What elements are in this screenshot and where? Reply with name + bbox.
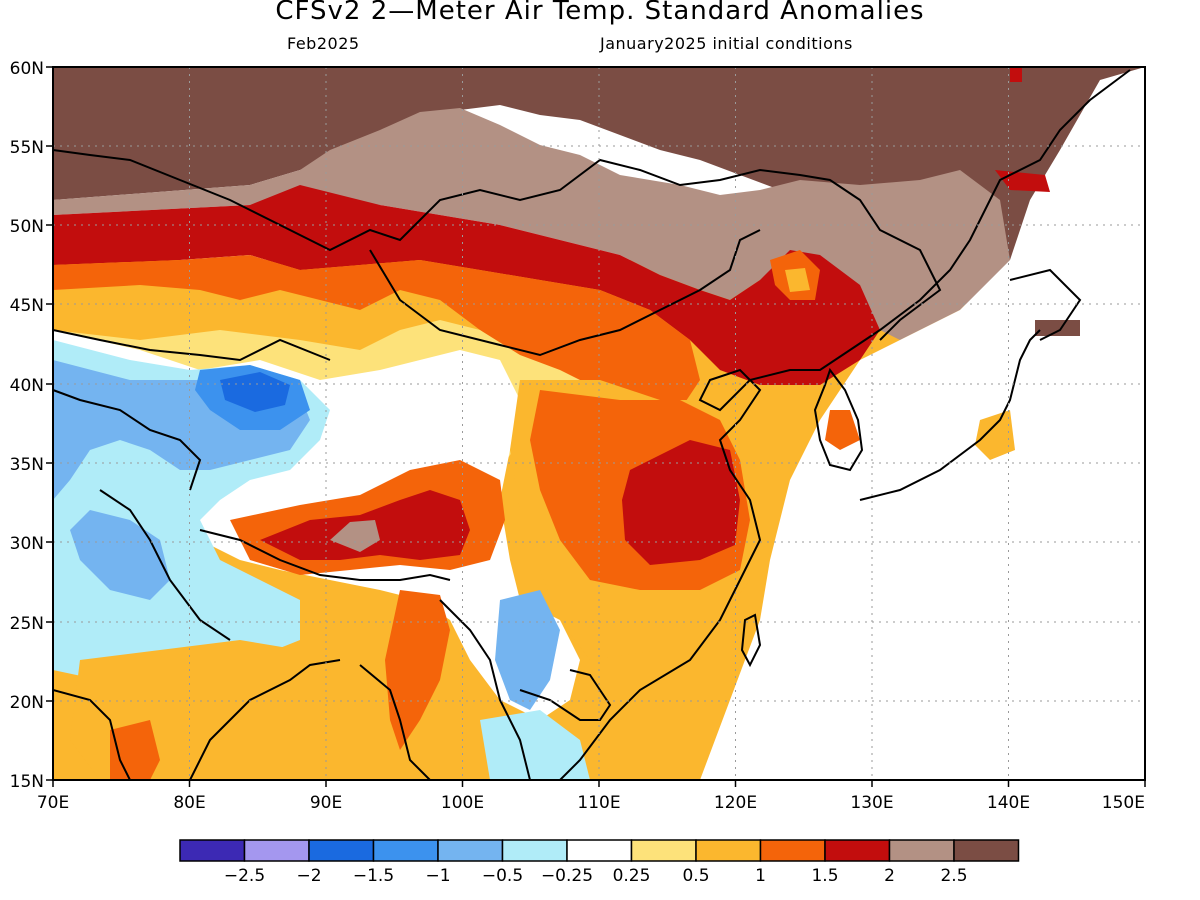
lon-label-110e: 110E (577, 793, 620, 813)
anomaly-2-band (53, 108, 1010, 340)
coastline-bengal (359, 664, 431, 780)
coastline-japan (859, 268, 1082, 501)
border-kazakh (53, 389, 202, 491)
lat-label-50n: 50N (10, 217, 44, 237)
lon-label-100e: 100E (441, 793, 484, 813)
lat-labels: 60N 55N 50N 45N 40N 35N 30N 25N 20N 15N (10, 59, 44, 792)
colorbar-swatch-3 (372, 839, 439, 862)
colorbar-label-5: −0.25 (541, 866, 593, 886)
anomaly-0p5-mongolia (785, 268, 810, 292)
coastline-taiwan (740, 613, 762, 668)
lat-label-40n: 40N (10, 376, 44, 396)
colorbar-label-1: −2 (296, 866, 321, 886)
border-sea-asia (439, 599, 531, 780)
border-himalaya (199, 529, 451, 581)
colorbar-swatch-5 (501, 839, 568, 862)
lon-label-150e: 150E (1102, 793, 1145, 813)
anomaly-2-lake (1010, 67, 1022, 82)
anomaly-2p5-north (53, 67, 1145, 330)
lon-label-130e: 130E (850, 793, 893, 813)
colorbar-swatch-2 (308, 839, 375, 862)
coastline-china-east (559, 69, 1131, 780)
colorbar-swatch-11 (888, 839, 955, 862)
coastline-lines (53, 69, 1131, 780)
valid-month-label: Feb2025 (287, 34, 360, 53)
colorbar-swatch-8 (695, 839, 762, 862)
border-india-pak (99, 489, 231, 641)
lon-labels: 70E 80E 90E 100E 110E 120E 130E 140E 150… (37, 793, 1145, 813)
lon-label-90e: 90E (310, 793, 342, 813)
lat-label-55n: 55N (10, 138, 44, 158)
colorbar-swatch-4 (437, 839, 504, 862)
anomaly-2p5-hokkaido (1035, 320, 1080, 336)
coastline-indochina (519, 669, 612, 721)
lat-label-45n: 45N (10, 296, 44, 316)
anomaly-1p5-band-north (53, 185, 880, 385)
lat-label-15n: 15N (10, 772, 44, 792)
colorbar-label-11: 2.5 (940, 866, 967, 886)
lat-label-30n: 30N (10, 534, 44, 554)
anomaly-1-band-north (53, 255, 700, 420)
colorbar-swatch-10 (824, 839, 891, 862)
border-mongolia (369, 229, 761, 357)
colorbar-label-3: −1 (425, 866, 450, 886)
colorbar-swatch-6 (566, 839, 633, 862)
lat-label-25n: 25N (10, 614, 44, 634)
lon-label-80e: 80E (173, 793, 205, 813)
colorbar-label-7: 0.5 (682, 866, 709, 886)
anomaly-m025-indochina (480, 710, 590, 780)
colorbar-label-6: 0.25 (613, 866, 651, 886)
ocean-neutral (700, 67, 1145, 780)
init-conditions-label: January2025 initial conditions (600, 34, 853, 53)
colorbar-swatch-0 (179, 839, 246, 862)
tick-marks (46, 66, 1146, 787)
colorbar-label-8: 1 (755, 866, 766, 886)
colorbar: −2.5 −2 −1.5 −1 −0.5 −0.25 0.25 0.5 1 1.5 2 2.5 (179, 839, 1020, 886)
anomaly-0p5-japan (975, 410, 1015, 460)
anomaly-1-korea (825, 410, 860, 450)
gridlines (53, 67, 1145, 780)
anomaly-1p5-eastchina (622, 440, 740, 565)
border-north (53, 149, 942, 341)
lat-label-20n: 20N (10, 693, 44, 713)
colorbar-label-2: −1.5 (353, 866, 394, 886)
colorbar-label-0: −2.5 (224, 866, 265, 886)
colorbar-swatch-7 (630, 839, 697, 862)
lon-label-70e: 70E (37, 793, 69, 813)
coastline-korea (813, 367, 864, 472)
anomaly-m05-indochina (495, 590, 560, 710)
colorbar-swatch-12 (953, 839, 1020, 862)
lon-label-120e: 120E (714, 793, 757, 813)
colorbar-label-4: −0.5 (482, 866, 523, 886)
lat-label-60n: 60N (10, 59, 44, 79)
lon-label-140e: 140E (987, 793, 1030, 813)
lat-label-35n: 35N (10, 455, 44, 475)
anomaly-2-tibet (330, 520, 380, 552)
coastline-india (53, 659, 341, 780)
colorbar-swatch-1 (243, 839, 310, 862)
anomaly-1-indochina (385, 590, 450, 750)
colorbar-label-9: 1.5 (811, 866, 838, 886)
border-central-asia (53, 329, 331, 362)
colorbar-label-10: 2 (884, 866, 895, 886)
chart-title: CFSv2 2—Meter Air Temp. Standard Anomali… (275, 0, 925, 26)
anomaly-m15-core (220, 372, 290, 412)
colorbar-swatch-9 (759, 839, 826, 862)
